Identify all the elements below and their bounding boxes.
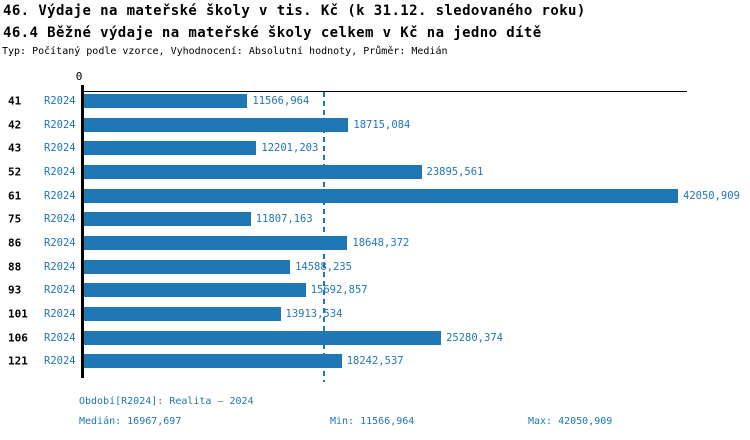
bar-value-label: 23895,561 (426, 165, 484, 178)
row-category-label: 101 (8, 307, 28, 321)
row-series-label: R2024 (44, 94, 76, 107)
chart-row: 43 R2024 12201,203 (0, 136, 750, 160)
bar (84, 235, 348, 250)
row-category-label: 75 (8, 212, 22, 226)
bar-value-label: 42050,909 (683, 189, 740, 202)
bar-value-label: 14588,235 (295, 260, 352, 273)
chart-row: 101 R2024 13913,534 (0, 302, 750, 326)
chart-row: 93 R2024 15692,857 (0, 279, 750, 303)
bar (84, 330, 442, 345)
chart-row: 86 R2024 18648,372 (0, 231, 750, 255)
x-axis-line (81, 91, 687, 92)
row-category-label: 52 (8, 165, 22, 179)
y-axis-line (81, 85, 84, 378)
row-category-label: 106 (8, 331, 28, 345)
bar-value-label: 11566,964 (252, 94, 310, 107)
row-category-label: 88 (8, 260, 22, 274)
row-series-label: R2024 (44, 165, 76, 178)
row-series-label: R2024 (44, 142, 76, 155)
chart-row: 52 R2024 23895,561 (0, 160, 750, 184)
row-series-label: R2024 (44, 118, 76, 131)
row-category-label: 43 (8, 141, 22, 155)
bar (84, 164, 422, 179)
bar-value-label: 13913,534 (285, 308, 343, 321)
bar (84, 93, 248, 108)
chart-row: 75 R2024 11807,163 (0, 207, 750, 231)
bar (84, 307, 281, 322)
bar-chart: 0 41 R2024 11566,964 42 R2024 18715,084 43 R202… (0, 70, 750, 382)
row-series-label: R2024 (44, 213, 76, 226)
row-series-label: R2024 (44, 260, 76, 273)
x-axis-zero-tick-label: 0 (75, 70, 83, 83)
bar-value-label: 18242,537 (346, 355, 404, 368)
row-category-label: 61 (8, 189, 22, 203)
row-series-label: R2024 (44, 308, 76, 321)
indicator-title: 46.4 Běžné výdaje na mateřské školy celk… (3, 25, 542, 41)
min-stat: Min: 11566,964 (330, 416, 415, 427)
bar (84, 212, 251, 227)
period-label: Období[R2024]: Realita – 2024 (79, 396, 254, 407)
bar (84, 188, 678, 203)
row-series-label: R2024 (44, 355, 76, 368)
median-stat: Medián: 16967,697 (79, 416, 182, 427)
bar-value-label: 15692,857 (310, 284, 368, 297)
chart-row: 106 R2024 25280,374 (0, 326, 750, 350)
row-category-label: 93 (8, 283, 22, 297)
chart-rows: 41 R2024 11566,964 42 R2024 18715,084 43 R2024 1… (0, 89, 750, 373)
row-category-label: 42 (8, 118, 22, 132)
bar (84, 117, 349, 132)
chart-row: 41 R2024 11566,964 (0, 89, 750, 113)
bar (84, 283, 306, 298)
bar-value-label: 25280,374 (446, 331, 503, 344)
row-series-label: R2024 (44, 189, 76, 202)
row-series-label: R2024 (44, 236, 76, 249)
report-title: 46. Výdaje na mateřské školy v tis. Kč (… (3, 3, 586, 19)
chart-row: 42 R2024 18715,084 (0, 113, 750, 137)
max-stat: Max: 42050,909 (528, 416, 613, 427)
bar (84, 354, 342, 369)
indicator-meta: Typ: Počítaný podle vzorce, Vyhodnocení:… (2, 46, 448, 57)
bar (84, 141, 257, 156)
chart-stats: Medián: 16967,697 Min: 11566,964 Max: 42… (0, 416, 750, 430)
bar-value-label: 12201,203 (261, 142, 319, 155)
bar (84, 259, 291, 274)
chart-row: 88 R2024 14588,235 (0, 255, 750, 279)
row-category-label: 121 (8, 354, 28, 368)
bar-value-label: 18648,372 (352, 236, 410, 249)
chart-row: 61 R2024 42050,909 (0, 184, 750, 208)
row-category-label: 41 (8, 94, 22, 108)
row-series-label: R2024 (44, 284, 76, 297)
bar-value-label: 18715,084 (353, 118, 411, 131)
chart-row: 121 R2024 18242,537 (0, 350, 750, 374)
bar-value-label: 11807,163 (255, 213, 313, 226)
row-category-label: 86 (8, 236, 22, 250)
row-series-label: R2024 (44, 331, 76, 344)
